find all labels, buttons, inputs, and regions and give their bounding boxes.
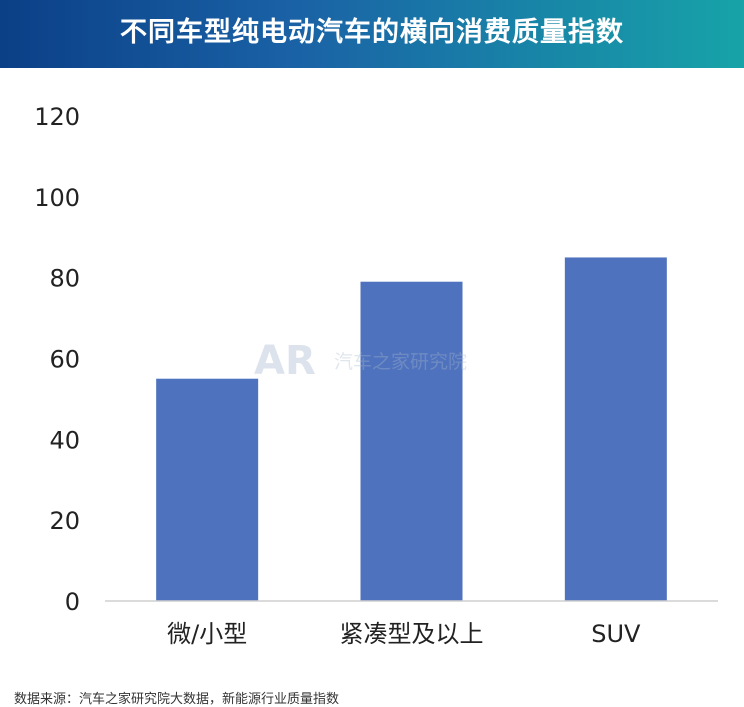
y-tick-label: 0 bbox=[65, 588, 80, 616]
bars bbox=[156, 257, 667, 601]
watermark: AR 汽车之家研究院 bbox=[254, 338, 504, 390]
y-tick-label: 40 bbox=[49, 426, 80, 454]
header-banner: 不同车型纯电动汽车的横向消费质量指数 bbox=[0, 0, 744, 68]
bar-chart: 0 20 40 60 80 100 120 微/小型 紧凑型及以上 SUV bbox=[34, 103, 718, 648]
x-tick-label: SUV bbox=[591, 620, 641, 648]
watermark-logo: AR bbox=[254, 340, 316, 384]
y-tick-label: 80 bbox=[49, 265, 80, 293]
page-title: 不同车型纯电动汽车的横向消费质量指数 bbox=[120, 17, 624, 48]
y-axis-ticks: 0 20 40 60 80 100 120 bbox=[34, 103, 80, 616]
y-tick-label: 20 bbox=[49, 507, 80, 535]
x-axis-ticks: 微/小型 紧凑型及以上 SUV bbox=[167, 620, 641, 648]
x-tick-label: 紧凑型及以上 bbox=[340, 620, 484, 648]
x-tick-label: 微/小型 bbox=[167, 620, 247, 648]
y-tick-label: 120 bbox=[34, 103, 80, 131]
bar bbox=[564, 257, 667, 601]
watermark-brand: 汽车之家研究院 bbox=[334, 351, 467, 373]
source-note: 数据来源：汽车之家研究院大数据，新能源行业质量指数 bbox=[14, 692, 340, 707]
y-tick-label: 100 bbox=[34, 184, 80, 212]
bar bbox=[360, 281, 463, 601]
bar bbox=[156, 378, 259, 601]
y-tick-label: 60 bbox=[49, 346, 80, 374]
